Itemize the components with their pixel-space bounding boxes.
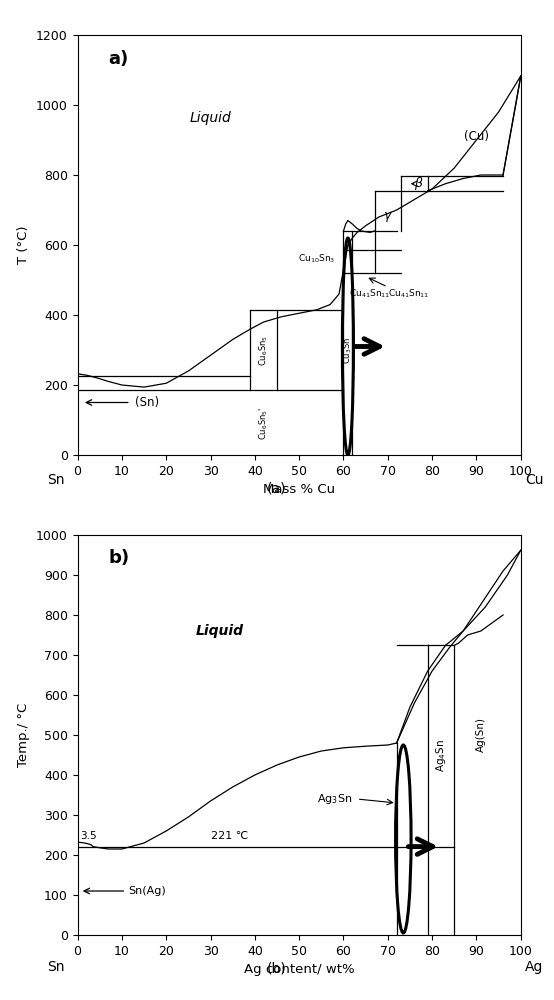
- Text: Cu$_{10}$Sn$_3$: Cu$_{10}$Sn$_3$: [298, 253, 336, 265]
- Text: (b): (b): [267, 961, 287, 975]
- Text: Sn(Ag): Sn(Ag): [129, 886, 166, 896]
- Text: Liquid: Liquid: [196, 624, 243, 638]
- Text: Cu: Cu: [525, 473, 543, 487]
- Text: (Cu): (Cu): [464, 130, 489, 143]
- Text: $\beta$: $\beta$: [414, 175, 424, 192]
- Text: (a): (a): [267, 481, 287, 495]
- Text: Ag(Sn): Ag(Sn): [476, 718, 486, 752]
- Text: 221 ℃: 221 ℃: [211, 831, 248, 841]
- Text: Cu$_{41}$Sn$_{11}$: Cu$_{41}$Sn$_{11}$: [350, 288, 391, 300]
- Text: Cu$_6$Sn$_5$: Cu$_6$Sn$_5$: [258, 334, 270, 366]
- Text: Cu$_6$Sn$_5$': Cu$_6$Sn$_5$': [258, 407, 270, 440]
- Text: Ag$_4$Sn: Ag$_4$Sn: [434, 738, 448, 772]
- Text: a): a): [109, 50, 129, 68]
- Text: Ag$_3$Sn: Ag$_3$Sn: [317, 792, 352, 806]
- Text: Sn: Sn: [47, 960, 64, 974]
- Text: 3.5: 3.5: [80, 831, 97, 841]
- X-axis label: Mass % Cu: Mass % Cu: [263, 483, 335, 496]
- Text: Cu$_3$Sn: Cu$_3$Sn: [342, 336, 354, 364]
- Text: $\gamma$: $\gamma$: [383, 210, 393, 224]
- Y-axis label: Temp./ °C: Temp./ °C: [17, 703, 30, 767]
- Text: Liquid: Liquid: [189, 111, 232, 125]
- X-axis label: Ag content/ wt%: Ag content/ wt%: [244, 963, 355, 976]
- Text: Ag: Ag: [525, 960, 543, 974]
- Text: b): b): [109, 549, 130, 567]
- Text: (Sn): (Sn): [135, 396, 160, 409]
- Text: Cu$_{41}$Sn$_{11}$: Cu$_{41}$Sn$_{11}$: [388, 288, 429, 300]
- Text: Sn: Sn: [47, 473, 64, 487]
- Y-axis label: T (°C): T (°C): [17, 226, 30, 264]
